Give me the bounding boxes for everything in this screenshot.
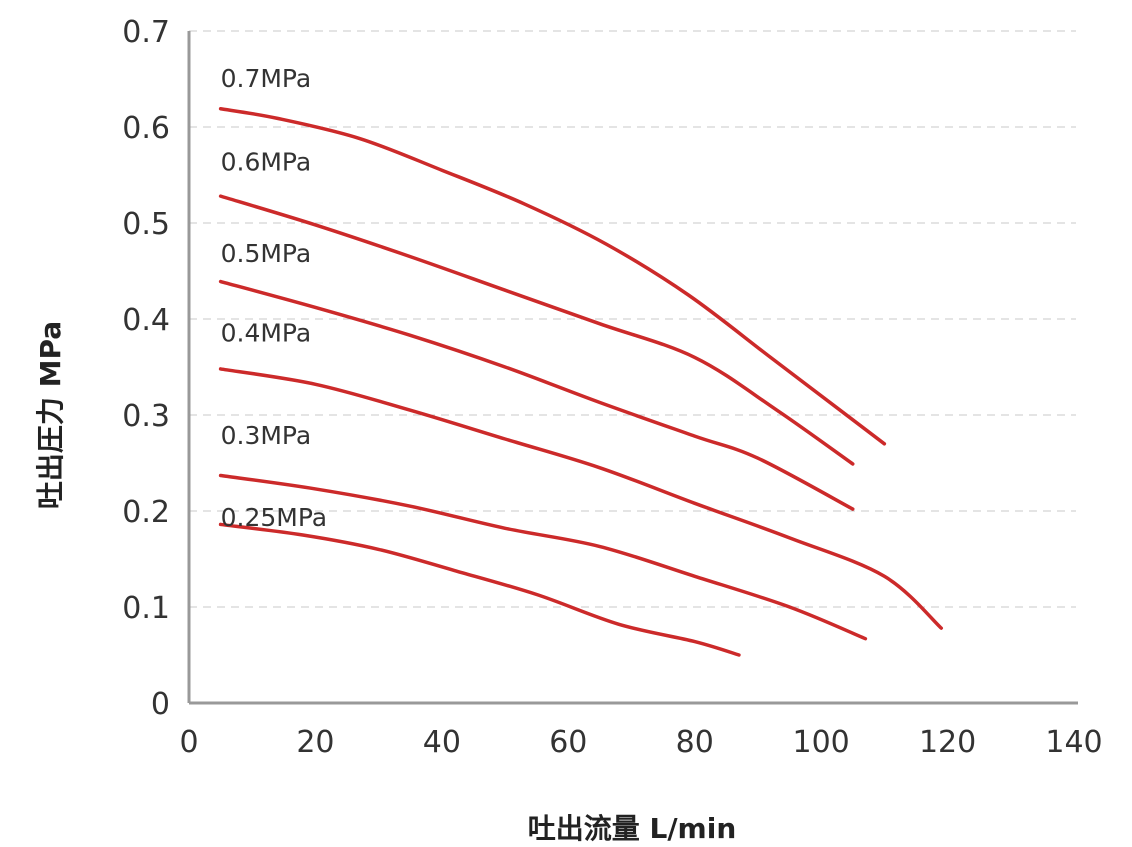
series-label: 0.25MPa	[221, 503, 328, 532]
y-tick-label: 0.4	[122, 303, 170, 338]
series-label: 0.6MPa	[221, 148, 312, 177]
y-tick-label: 0.7	[122, 15, 170, 50]
series-label: 0.3MPa	[221, 421, 312, 450]
series-line-0.25MPa	[218, 522, 741, 657]
y-tick-label: 0.2	[122, 495, 170, 530]
y-tick-labels: 0 0.1 0.2 0.3 0.4 0.5 0.6 0.7	[122, 15, 170, 722]
x-axis-title: 吐出流量 L/min	[528, 812, 737, 845]
axes	[187, 31, 1078, 705]
series-line-0.5MPa	[218, 279, 855, 511]
y-tick-label: 0.6	[122, 111, 170, 146]
y-tick-label: 0.3	[122, 399, 170, 434]
series-line-0.6MPa	[218, 194, 855, 466]
series-label: 0.7MPa	[221, 64, 312, 93]
y-tick-label: 0.5	[122, 207, 170, 242]
x-tick-label: 80	[676, 725, 714, 760]
x-tick-label: 100	[793, 725, 850, 760]
grid-lines	[189, 30, 1076, 608]
x-tick-label: 40	[423, 725, 461, 760]
x-tick-label: 60	[549, 725, 587, 760]
series-lines	[218, 107, 943, 657]
series-line-0.4MPa	[218, 367, 943, 630]
x-tick-label: 20	[296, 725, 334, 760]
series-line-0.7MPa	[218, 107, 887, 446]
series-labels: 0.7MPa 0.6MPa 0.5MPa 0.4MPa 0.3MPa 0.25MPa	[221, 64, 328, 532]
series-line-0.3MPa	[218, 473, 868, 641]
y-axis-title: 吐出圧力 MPa	[34, 321, 67, 509]
series-label: 0.5MPa	[221, 239, 312, 268]
x-tick-label: 0	[179, 725, 198, 760]
x-tick-label: 120	[919, 725, 976, 760]
y-tick-label: 0	[151, 687, 170, 722]
x-tick-labels: 0 20 40 60 80 100 120 140	[179, 725, 1102, 760]
series-label: 0.4MPa	[221, 318, 312, 347]
x-tick-label: 140	[1045, 725, 1102, 760]
y-tick-label: 0.1	[122, 591, 170, 626]
